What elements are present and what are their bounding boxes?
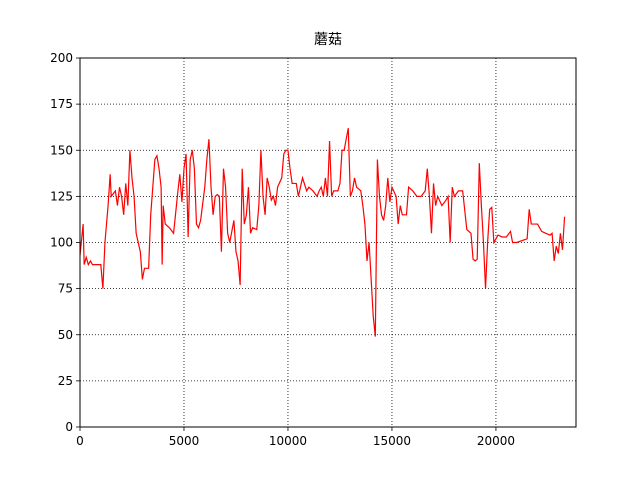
y-tick-label: 25 xyxy=(58,374,73,388)
x-tick-label: 15000 xyxy=(373,434,411,448)
y-tick-label: 150 xyxy=(50,143,73,157)
y-tick-label: 0 xyxy=(65,420,73,434)
y-tick-label: 50 xyxy=(58,328,73,342)
x-tick-label: 0 xyxy=(76,434,84,448)
data-line xyxy=(79,127,566,337)
y-tick-label: 75 xyxy=(58,282,73,296)
x-tick-label: 20000 xyxy=(477,434,515,448)
x-tick-label: 5000 xyxy=(169,434,200,448)
chart-title: 蘑菇 xyxy=(314,32,342,48)
y-tick-label: 100 xyxy=(50,236,73,250)
y-tick-label: 125 xyxy=(50,189,73,203)
x-tick-label: 10000 xyxy=(269,434,307,448)
plot-frame xyxy=(79,57,577,428)
y-tick-label: 200 xyxy=(50,51,73,65)
y-tick-label: 175 xyxy=(50,97,73,111)
